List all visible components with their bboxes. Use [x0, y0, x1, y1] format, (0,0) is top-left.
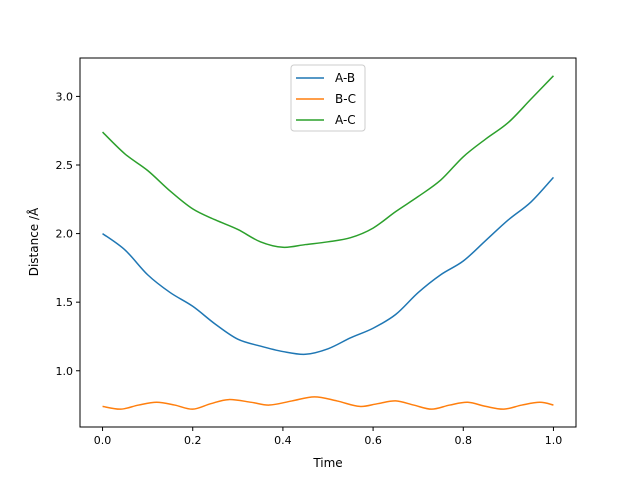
y-axis-label: Distance /Å — [26, 207, 41, 276]
y-tick-label: 1.5 — [56, 296, 74, 309]
series-line-a-c — [102, 75, 554, 249]
y-tick-label: 1.0 — [56, 365, 74, 378]
x-axis-ticks: 0.0 0.2 0.4 0.6 0.8 1.0 — [94, 427, 562, 447]
legend: A-B B-C A-C — [290, 64, 366, 132]
y-axis-ticks: 1.0 1.5 2.0 2.5 3.0 — [56, 90, 80, 378]
series-line-b-c — [102, 396, 554, 410]
y-tick-label: 2.0 — [56, 228, 74, 241]
x-axis-label: Time — [312, 456, 342, 470]
legend-box — [290, 64, 366, 132]
y-tick-label: 3.0 — [56, 90, 74, 103]
legend-label: A-B — [335, 71, 355, 85]
legend-label: A-C — [335, 113, 356, 127]
series-line-a-b — [102, 176, 555, 356]
y-tick-label: 2.5 — [56, 159, 74, 172]
x-tick-label: 0.2 — [184, 434, 202, 447]
x-tick-label: 0.4 — [274, 434, 292, 447]
axes-frame — [79, 57, 577, 428]
series-lines — [102, 75, 555, 410]
x-tick-label: 0.8 — [455, 434, 473, 447]
legend-label: B-C — [335, 92, 356, 106]
x-tick-label: 1.0 — [545, 434, 563, 447]
x-tick-label: 0.0 — [94, 434, 112, 447]
x-tick-label: 0.6 — [364, 434, 382, 447]
